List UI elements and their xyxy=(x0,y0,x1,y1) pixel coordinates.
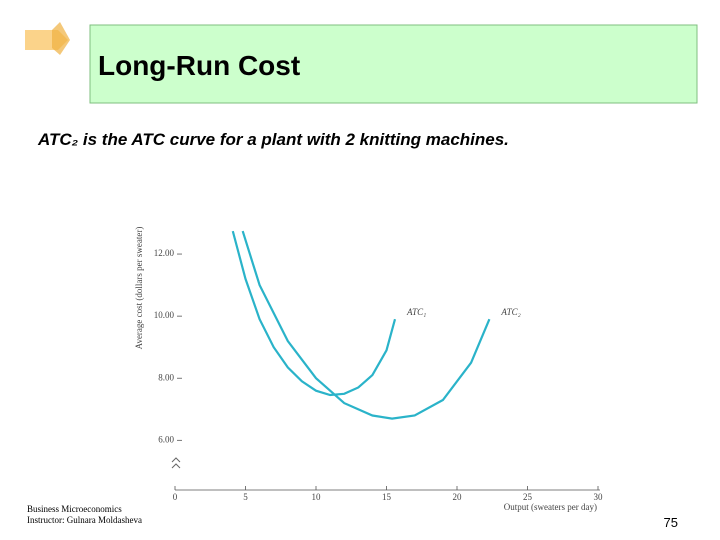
y-axis-label: Average cost (dollars per sweater) xyxy=(134,227,144,350)
x-tick-label: 30 xyxy=(594,492,604,502)
title: Long-Run Cost xyxy=(98,50,300,81)
line xyxy=(231,230,397,397)
page-number: 75 xyxy=(664,515,678,530)
x-axis-label: Output (sweaters per day) xyxy=(504,502,597,512)
x-tick-label: 25 xyxy=(523,492,533,502)
x-tick-label: 0 xyxy=(173,492,178,502)
y-tick-label: 12.00 xyxy=(154,248,175,258)
x-tick-label: 10 xyxy=(312,492,322,502)
footer: Instructor: Gulnara Moldasheva xyxy=(27,515,142,525)
title-box xyxy=(89,24,698,104)
subtitle: ATC₂ is the ATC curve for a plant with 2… xyxy=(37,130,509,149)
x-tick-label: 5 xyxy=(243,492,248,502)
decoration xyxy=(52,22,70,55)
x-tick-label: 15 xyxy=(382,492,392,502)
y-tick-label: 8.00 xyxy=(158,372,174,382)
y-tick-label: 10.00 xyxy=(154,310,175,320)
axis-break xyxy=(171,457,181,469)
legend-label: ATC₁ xyxy=(406,307,426,317)
footer: Business Microeconomics xyxy=(27,504,122,514)
x-tick-label: 20 xyxy=(453,492,463,502)
y-tick-label: 6.00 xyxy=(158,434,174,444)
legend-label: ATC₂ xyxy=(500,307,520,317)
line xyxy=(241,230,491,420)
